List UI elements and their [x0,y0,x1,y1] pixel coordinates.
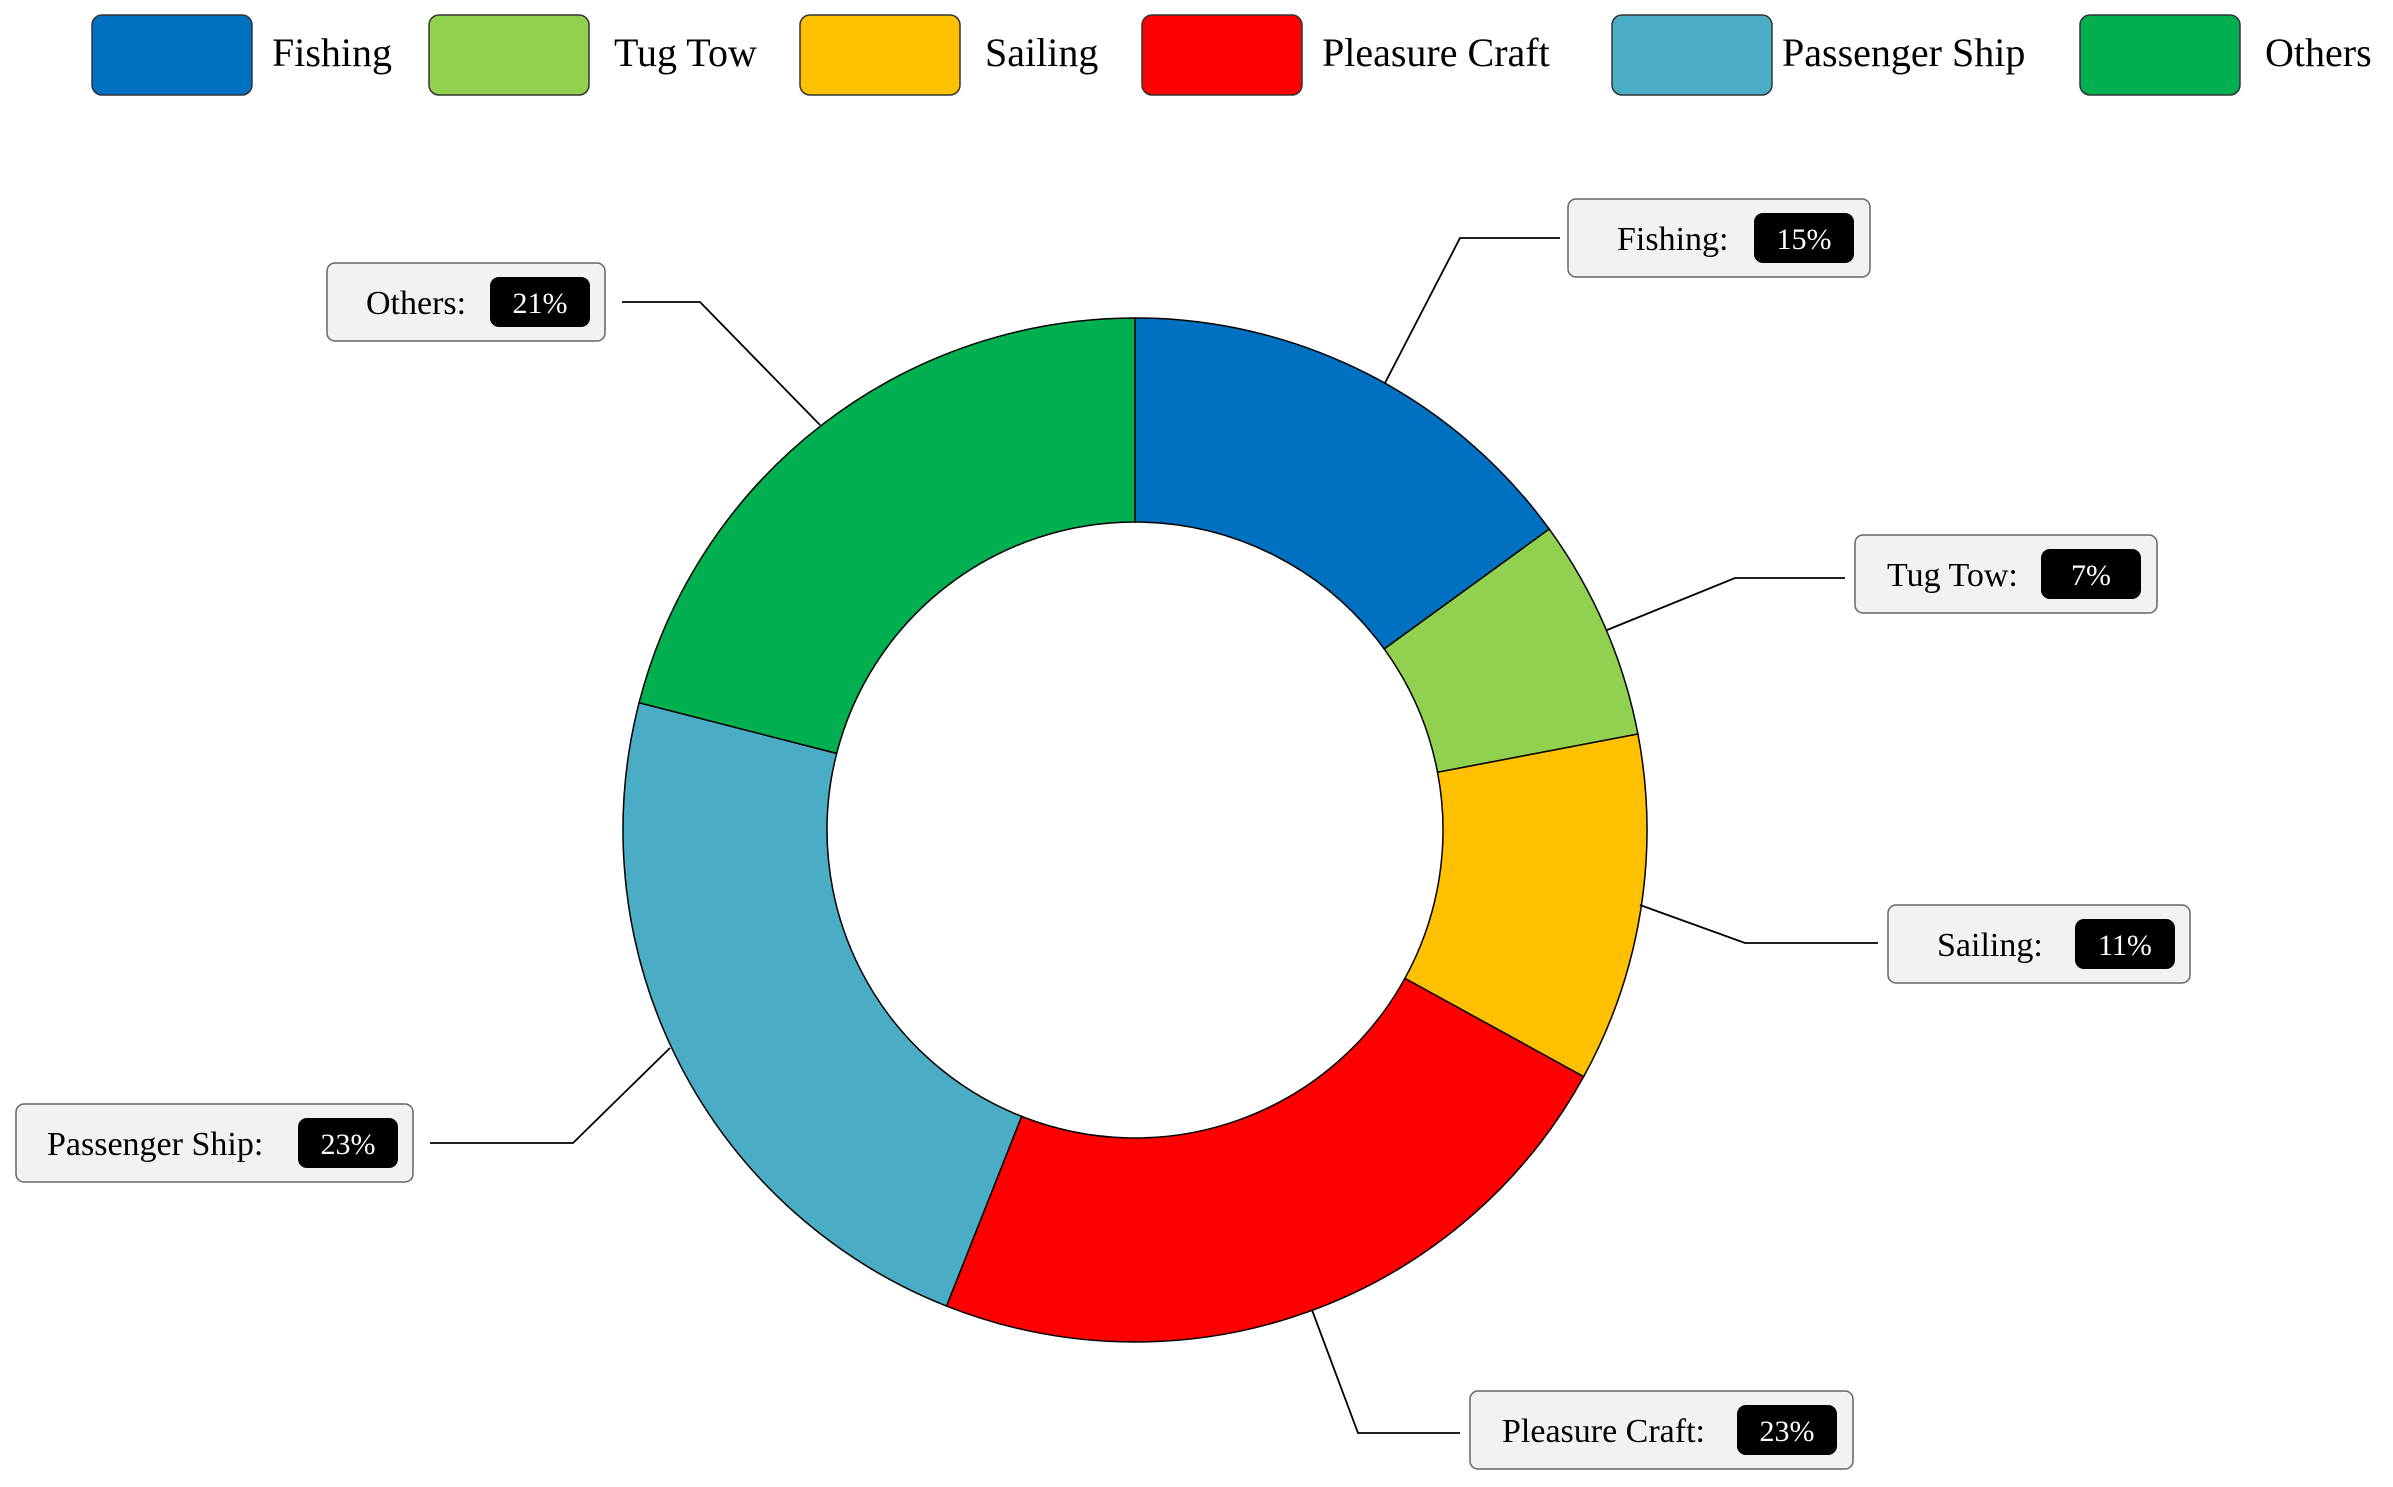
legend-swatch-fishing [91,14,253,96]
leader-line-fishing [1384,237,1560,384]
data-label-sailing: 11% [2098,929,2152,962]
data-label-others: 21% [513,287,568,320]
legend-swatch-tug-tow [428,14,590,96]
callout-others: Others: 21% [326,262,606,342]
leader-line-passenger-ship [430,1047,671,1144]
data-label-tug-tow: 7% [2071,559,2111,592]
legend-swatch-pleasure-craft [1141,14,1303,96]
callout-passenger-ship: Passenger Ship: 23% [15,1103,414,1183]
slice-others [638,317,1136,755]
legend-label-sailing: Sailing [985,30,1098,75]
slice-fishing [1134,317,1551,651]
legend-label-tug-tow: Tug Tow [614,30,757,75]
leader-line-others [622,301,821,426]
donut-slices [622,317,1648,1343]
leader-line-pleasure-craft [1311,1309,1460,1434]
callout-value-pill-others [490,277,590,327]
data-label-passenger-ship: 23% [321,1128,376,1161]
legend-label-others: Others [2265,30,2372,75]
legend-swatch-others [2079,14,2241,96]
legend-swatch-passenger-ship [1611,14,1773,96]
callout-value-pill-fishing [1754,213,1854,263]
legend-label-pleasure-craft: Pleasure Craft [1322,30,1550,75]
data-label-pleasure-craft: 23% [1760,1415,1815,1448]
legend-swatch-sailing [799,14,961,96]
callout-label-pleasure-craft: Pleasure Craft: [1502,1413,1705,1450]
callout-label-tug-tow: Tug Tow: [1887,557,2018,594]
callout-value-pill-passenger-ship [298,1118,398,1168]
callout-sailing: Sailing: 11% [1887,904,2191,984]
callout-pleasure-craft: Pleasure Craft: 23% [1469,1390,1854,1470]
callout-label-fishing: Fishing: [1617,221,1728,258]
slice-passenger-ship [622,701,1023,1308]
legend-label-fishing: Fishing [272,30,392,75]
callout-label-sailing: Sailing: [1937,927,2043,964]
callout-value-pill-sailing [2075,919,2175,969]
leader-lines [430,237,1878,1434]
callout-value-pill-pleasure-craft [1737,1405,1837,1455]
leader-line-sailing [1639,904,1878,944]
data-callouts: Fishing: 15% Tug Tow: 7% Sailing: 11% Pleasure… [15,198,2191,1470]
callout-label-others: Others: [366,285,466,322]
leader-line-tug-tow [1606,577,1845,631]
callout-label-passenger-ship: Passenger Ship: [47,1126,263,1163]
callout-fishing: Fishing: 15% [1567,198,1871,278]
slice-pleasure-craft [945,977,1585,1343]
callout-value-pill-tug-tow [2041,549,2141,599]
callout-tug-tow: Tug Tow: 7% [1854,534,2158,614]
chart-legend: Fishing Tug Tow Sailing Pleasure Craft Passe… [91,14,2372,96]
data-label-fishing: 15% [1777,223,1832,256]
legend-label-passenger-ship: Passenger Ship [1782,30,2025,75]
